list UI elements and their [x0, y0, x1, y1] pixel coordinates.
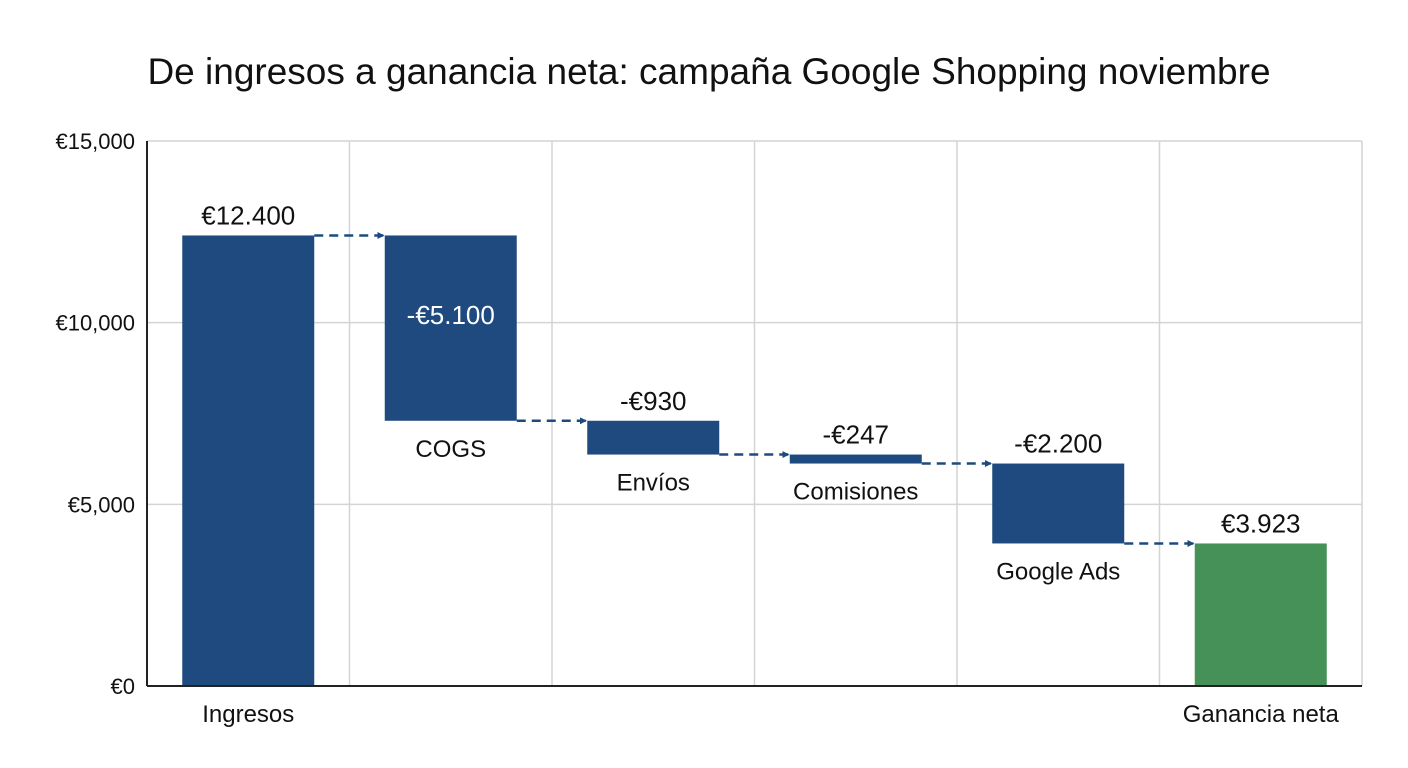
- connectors: [314, 231, 1195, 547]
- category-label: Comisiones: [793, 479, 918, 506]
- bar-google-ads: [992, 463, 1125, 544]
- value-label: -€247: [823, 420, 890, 450]
- axes: [146, 141, 1362, 687]
- value-label: -€2.200: [1014, 429, 1102, 459]
- labels: €0 €5,000 €10,000 €15,000 €12.400 Ingresos -€5…: [55, 129, 1339, 728]
- category-label: Google Ads: [996, 558, 1120, 585]
- chart-title: De ingresos a ganancia neta: campaña Goo…: [147, 51, 1270, 92]
- grid: [147, 140, 1363, 686]
- bar-comisiones: [789, 454, 922, 464]
- category-label: COGS: [415, 436, 486, 463]
- value-label: €3.923: [1221, 508, 1301, 538]
- value-label: -€930: [620, 386, 687, 416]
- bar-ingresos: [182, 235, 315, 686]
- y-tick-label: €0: [111, 674, 135, 699]
- bar-envíos: [587, 420, 720, 455]
- y-tick-label: €15,000: [55, 129, 135, 154]
- category-label: Ingresos: [202, 701, 294, 728]
- category-label: Ganancia neta: [1183, 701, 1340, 728]
- bar-ganancia-neta: [1194, 543, 1327, 686]
- y-tick-label: €10,000: [55, 311, 135, 336]
- value-label: -€5.100: [407, 300, 495, 330]
- y-tick-label: €5,000: [68, 492, 135, 517]
- bars: [182, 235, 1327, 686]
- category-label: Envíos: [617, 470, 690, 497]
- value-label: €12.400: [201, 200, 295, 230]
- bar-cogs: [384, 235, 517, 421]
